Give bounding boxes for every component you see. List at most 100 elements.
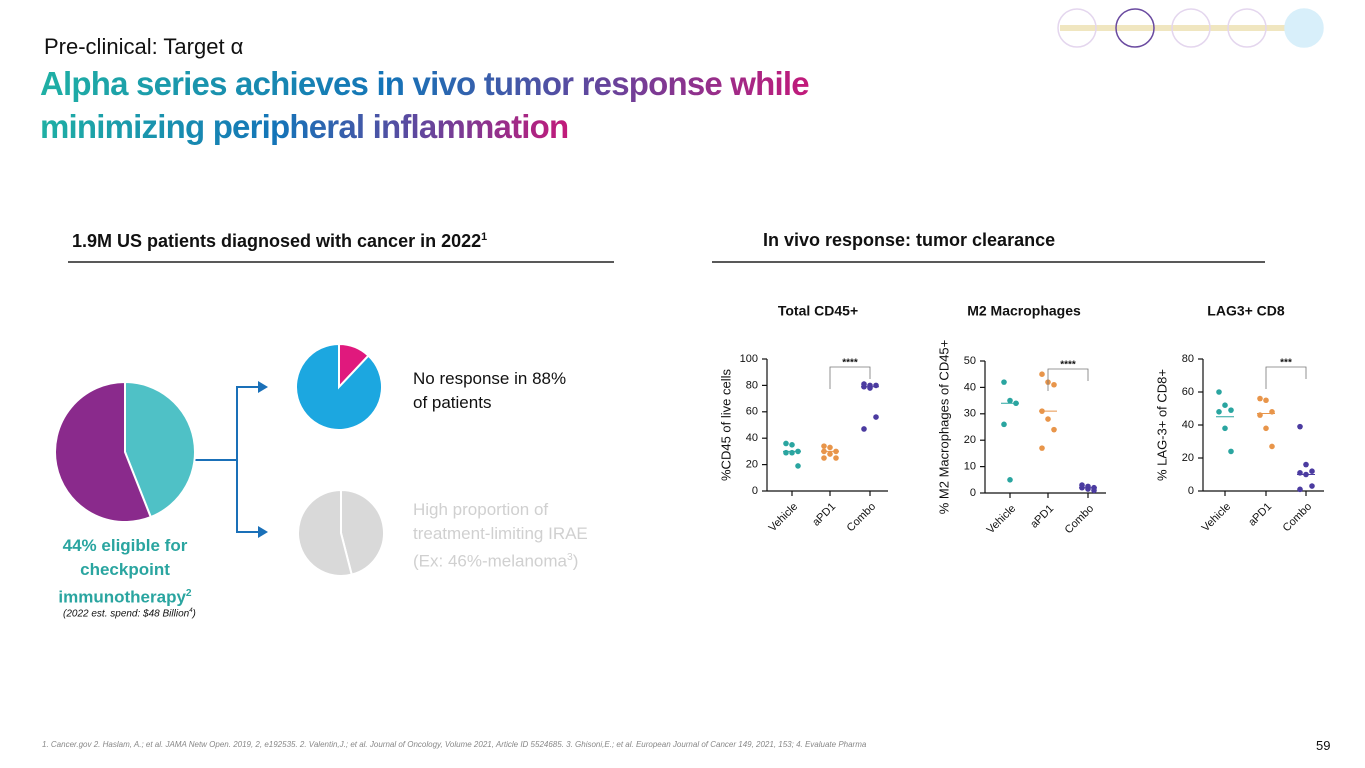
significance-label: ****: [842, 358, 858, 369]
data-point: [1297, 486, 1303, 493]
data-point: [1228, 448, 1234, 455]
text: ): [572, 551, 579, 571]
x-tick-label: Combo: [845, 501, 879, 535]
section-heading: In vivo response: tumor clearance: [763, 230, 1056, 250]
data-point: [795, 463, 801, 469]
data-point: [783, 449, 789, 456]
y-tick-label: 50: [964, 355, 976, 367]
significance-label: ****: [1060, 360, 1076, 371]
text: (2022 est. spend: $48 Billion: [63, 608, 190, 620]
y-tick-label: 80: [746, 379, 758, 391]
data-point: [1309, 468, 1315, 475]
x-tick-label: aPD1: [1028, 503, 1056, 531]
significance-label: ***: [1280, 358, 1292, 369]
y-tick-label: 60: [1182, 386, 1194, 398]
data-point: [1001, 379, 1007, 385]
text-line: checkpoint: [80, 560, 170, 579]
y-tick-label: 60: [746, 406, 758, 418]
eligible: 44% eligible for checkpoint immunotherap…: [25, 534, 225, 610]
text-line: treatment-limiting IRAE: [413, 524, 588, 543]
text-line: immunotherapy2: [25, 582, 225, 610]
data-point: [873, 414, 879, 420]
text-line: No response in 88%: [413, 369, 567, 388]
data-point: [1263, 425, 1269, 432]
data-point: [1297, 423, 1303, 430]
title-line: Alpha series achieves in vivo tumor resp…: [40, 65, 810, 102]
data-point: [1051, 381, 1057, 388]
text-line: High proportion of: [413, 500, 549, 519]
pie-slice: [340, 488, 385, 576]
text: (Ex: 46%-melanoma: [413, 551, 568, 571]
x-tick-label: Vehicle: [985, 503, 1019, 537]
data-point: [1216, 409, 1222, 415]
x-tick-label: Combo: [1063, 503, 1097, 537]
nav-icons: [1057, 8, 1324, 48]
superscript: 3: [567, 552, 573, 563]
data-point: [1309, 483, 1315, 489]
significance-bracket: [1265, 366, 1307, 389]
eyebrow: Pre-clinical: Target α: [44, 34, 244, 59]
title-line: minimizing peripheral inflammation: [40, 108, 569, 145]
data-point: [827, 444, 833, 451]
text-line: of patients: [413, 393, 492, 412]
y-tick-label: 80: [1182, 353, 1194, 365]
text: immunotherapy: [58, 587, 186, 607]
y-tick-label: 40: [746, 432, 758, 444]
data-point: [833, 455, 839, 461]
page-number: 59: [1316, 738, 1331, 753]
y-tick-label: 0: [752, 485, 758, 497]
superscript: 2: [185, 588, 192, 599]
significance-bracket: [829, 366, 871, 389]
data-point: [1001, 421, 1007, 428]
y-tick-label: 0: [1188, 485, 1194, 497]
y-tick-label: 10: [964, 461, 976, 473]
x-tick-label: aPD1: [1246, 501, 1274, 529]
data-point: [861, 426, 867, 432]
text: ): [192, 608, 196, 620]
data-point: [1228, 407, 1234, 413]
data-point: [1263, 397, 1269, 404]
chart-title: M2 Macrophages: [967, 303, 1081, 319]
significance-bracket: [1047, 368, 1089, 391]
data-point: [1045, 416, 1051, 422]
data-point: [1269, 443, 1275, 450]
pie-slice: [54, 380, 153, 523]
data-point: [821, 455, 827, 461]
footnote: 1. Cancer.gov 2. Haslam, A.; et al. JAMA…: [42, 740, 867, 749]
superscript: 1: [481, 231, 488, 243]
x-tick-label: Vehicle: [1200, 501, 1234, 535]
y-tick-label: 40: [1182, 419, 1194, 431]
arrows: [195, 381, 268, 538]
data-point: [789, 442, 795, 448]
y-axis-label: %CD45 of live cells: [718, 369, 733, 481]
y-tick-label: 100: [740, 353, 758, 365]
no-response: No response in 88% of patients: [413, 367, 566, 415]
data-point: [1222, 402, 1228, 409]
y-tick-label: 0: [970, 487, 976, 499]
data-point: [821, 443, 827, 449]
superscript: 4: [189, 608, 193, 614]
data-point: [1007, 397, 1013, 404]
data-point: [1216, 389, 1222, 395]
data-point: [783, 440, 789, 447]
data-point: [1091, 487, 1097, 494]
irae: High proportion of treatment-limiting IR…: [413, 498, 588, 574]
pie-slice: [124, 380, 196, 519]
section-heading: 1.9M US patients diagnosed with cancer i…: [72, 231, 487, 252]
y-tick-label: 40: [964, 381, 976, 393]
x-tick-label: Vehicle: [767, 501, 801, 535]
x-tick-label: Combo: [1281, 501, 1315, 535]
y-tick-label: 20: [1182, 452, 1194, 464]
text-line: 44% eligible for: [62, 536, 188, 555]
y-tick-label: 30: [964, 408, 976, 420]
x-tick-label: aPD1: [810, 501, 838, 529]
data-point: [1039, 445, 1045, 451]
data-point: [1039, 371, 1045, 378]
data-point: [867, 385, 873, 391]
data-point: [827, 451, 833, 457]
pie-slice: [295, 342, 383, 431]
text-line: (Ex: 46%-melanoma3): [413, 546, 588, 574]
chart-title: LAG3+ CD8: [1207, 303, 1285, 319]
